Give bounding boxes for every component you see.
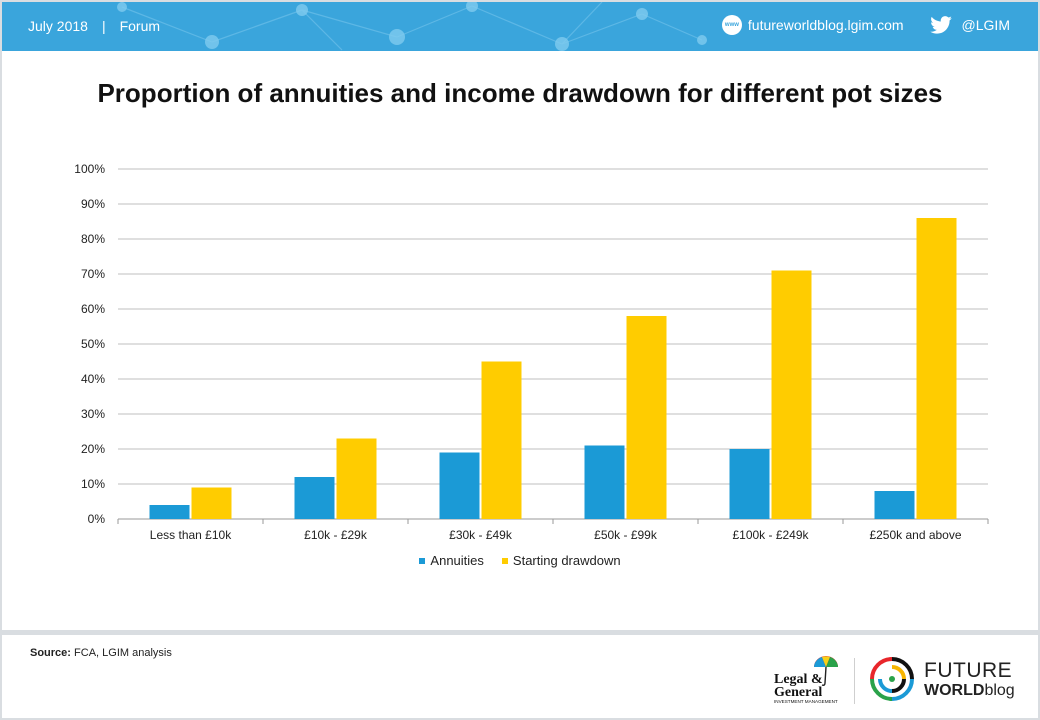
fw-logo-line2: WORLDblog xyxy=(924,681,1015,699)
fw-logo-world: WORLD xyxy=(924,681,985,699)
x-tick-label: £30k - £49k xyxy=(449,528,513,542)
y-tick-label: 70% xyxy=(81,267,105,281)
header-bar: July 2018 | Forum www futureworldblog.lg… xyxy=(2,2,1038,51)
bar-annuities xyxy=(584,445,625,519)
lg-logo-line2: General xyxy=(774,685,822,700)
footer-divider xyxy=(2,630,1038,635)
source-label: Source: xyxy=(30,647,71,659)
twitter-handle-link[interactable]: @LGIM xyxy=(961,17,1010,33)
y-tick-label: 90% xyxy=(81,197,105,211)
chart-title: Proportion of annuities and income drawd… xyxy=(97,78,943,108)
y-tick-label: 60% xyxy=(81,302,105,316)
bar-annuities xyxy=(149,505,190,519)
source-text: FCA, LGIM analysis xyxy=(74,647,172,659)
bar-annuities xyxy=(439,452,480,519)
logo-divider xyxy=(854,658,855,704)
bar-starting-drawdown xyxy=(771,270,812,519)
bar-starting-drawdown xyxy=(916,218,957,519)
x-tick-label: £10k - £29k xyxy=(304,528,368,542)
y-tick-label: 30% xyxy=(81,407,105,421)
x-tick-label: £100k - £249k xyxy=(732,528,809,542)
bar-annuities xyxy=(729,449,770,519)
y-tick-label: 0% xyxy=(88,512,106,526)
website-link[interactable]: futureworldblog.lgim.com xyxy=(747,17,904,33)
future-world-circle-icon xyxy=(870,657,914,701)
bar-starting-drawdown xyxy=(626,316,667,519)
legend-label-starting-drawdown: Starting drawdown xyxy=(512,553,621,568)
lg-logo-line1: Legal & xyxy=(774,672,823,687)
x-tick-label: Less than £10k xyxy=(150,528,232,542)
bar-chart: 0% 10% 20% 30% 40% 50% 60% 70% 80% 90% 100% Less th… xyxy=(74,162,989,542)
bar-starting-drawdown xyxy=(191,487,232,519)
x-tick-label: £250k and above xyxy=(869,528,961,542)
bar-annuities xyxy=(294,477,335,519)
twitter-icon[interactable] xyxy=(929,16,952,34)
y-tick-label: 80% xyxy=(81,232,105,246)
legal-general-logo: Legal & General INVESTMENT MANAGEMENT xyxy=(774,656,838,704)
bar-starting-drawdown xyxy=(336,438,377,519)
legend-label-annuities: Annuities xyxy=(430,553,484,568)
legend-swatch-annuities xyxy=(419,557,426,564)
y-tick-label: 10% xyxy=(81,477,105,491)
umbrella-icon xyxy=(814,656,838,686)
header-section-link[interactable]: Forum xyxy=(119,18,161,34)
network-pattern xyxy=(117,2,707,51)
y-tick-label: 100% xyxy=(74,162,105,176)
x-tick-label: £50k - £99k xyxy=(594,528,658,542)
fw-logo-blog: blog xyxy=(984,681,1015,699)
source-note: Source: FCA, LGIM analysis xyxy=(30,647,172,659)
y-tick-label: 20% xyxy=(81,442,105,456)
lg-logo-line3: INVESTMENT MANAGEMENT xyxy=(774,699,838,704)
y-tick-label: 50% xyxy=(81,337,105,351)
header-separator: | xyxy=(101,18,106,34)
bar-annuities xyxy=(874,491,915,519)
chart-legend: Annuities Starting drawdown xyxy=(0,553,1040,568)
bar-starting-drawdown xyxy=(481,361,522,519)
globe-icon: www xyxy=(721,15,742,35)
future-world-logo: FUTURE WORLDblog xyxy=(868,655,1015,703)
legend-item-annuities: Annuities xyxy=(419,553,484,568)
y-tick-label: 40% xyxy=(81,372,105,386)
fw-logo-line1: FUTURE xyxy=(924,658,1013,682)
header-date: July 2018 xyxy=(28,18,88,34)
legend-item-starting-drawdown: Starting drawdown xyxy=(501,553,621,568)
legend-swatch-starting-drawdown xyxy=(501,557,508,564)
